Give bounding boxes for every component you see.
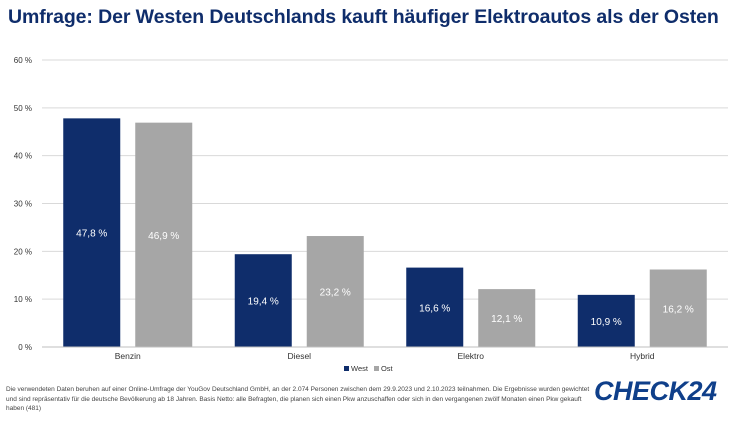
bar-west [63,118,121,348]
check24-logo: CHECK24 [594,376,717,406]
legend-swatch-ost [373,366,379,371]
y-tick-label: 20 % [14,247,32,256]
legend-label-west: West [351,364,368,373]
bar-ost [478,289,536,347]
bar-ost [306,236,364,347]
bar-west [234,254,292,347]
y-tick-label: 40 % [14,152,32,161]
data-label: 19,4 % [248,297,279,308]
legend-swatch-west [344,366,349,371]
legend-item-west: West [344,364,368,373]
x-tick-label: Elektro [458,351,485,361]
y-tick-label: 10 % [14,295,32,304]
x-tick-label: Hybrid [630,351,655,361]
chart-title: Umfrage: Der Westen Deutschlands kauft h… [8,6,719,28]
x-tick-label: Benzin [115,351,141,361]
data-label: 47,8 % [76,229,107,240]
data-label: 16,6 % [419,303,450,314]
bar-ost [135,122,193,347]
data-label: 46,9 % [148,231,179,242]
bar-west [406,267,464,347]
data-label: 12,1 % [491,314,522,325]
x-tick-label: Diesel [287,351,311,361]
data-label: 23,2 % [320,288,351,299]
y-tick-label: 50 % [14,104,32,113]
footnote: Die verwendeten Daten beruhen auf einer … [6,386,590,412]
data-label: 10,9 % [591,317,622,328]
legend-item-ost: Ost [373,364,393,373]
bar-ost [649,269,707,347]
data-label: 16,2 % [663,304,694,315]
y-tick-label: 30 % [14,200,32,209]
y-tick-label: 60 % [14,56,32,65]
bar-west [577,294,635,347]
legend-label-ost: Ost [380,364,393,373]
legend: West Ost [344,364,393,373]
y-tick-label: 0 % [18,343,32,352]
